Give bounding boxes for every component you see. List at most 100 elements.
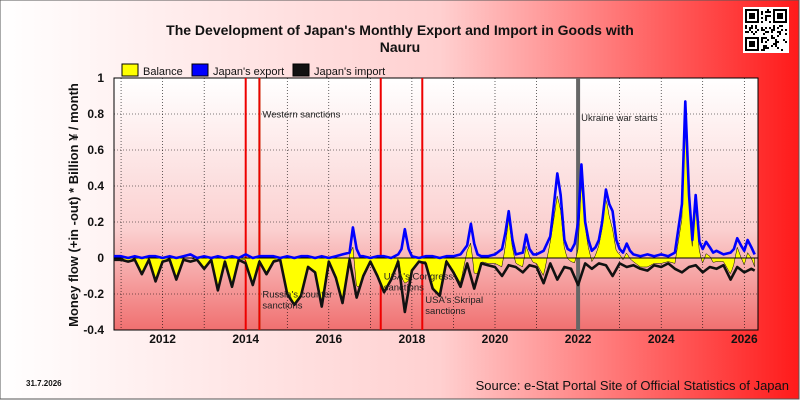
qr-module [765, 45, 767, 47]
qr-module [761, 27, 763, 29]
y-tick-label: 0.2 [87, 215, 104, 229]
qr-module [761, 17, 763, 19]
export-series-line [114, 100, 756, 260]
qr-module [771, 31, 773, 33]
qr-module [765, 27, 767, 29]
legend-swatch-export [191, 63, 209, 77]
qr-module [777, 35, 779, 37]
qr-module [785, 29, 787, 31]
x-tick-label: 2022 [565, 332, 592, 346]
qr-module [765, 11, 767, 13]
qr-module [761, 11, 763, 13]
y-tick-label: 0 [97, 251, 104, 265]
qr-module [767, 47, 769, 49]
qr-module [765, 17, 767, 19]
qr-module [747, 31, 749, 33]
x-tick-label: 2016 [315, 332, 342, 346]
qr-module [769, 27, 771, 29]
qr-module [761, 41, 763, 43]
legend-label-import: Japan's import [314, 66, 385, 78]
event-annotation: USA's Skripal sanctions [425, 295, 483, 317]
qr-module [763, 33, 765, 35]
y-tick-label: 1 [97, 71, 104, 85]
legend: Balance Japan's export Japan's import [121, 63, 385, 78]
qr-module [765, 31, 767, 33]
qr-module [777, 41, 779, 43]
qr-module [771, 37, 773, 39]
series-lines [114, 100, 758, 314]
qr-module [777, 31, 779, 33]
qr-module [761, 29, 763, 31]
chart-title-line-2: Nauru [380, 39, 420, 55]
qr-module [761, 49, 763, 51]
qr-finder-core [749, 41, 755, 47]
y-axis-ticks: -0.4 -0.2 0 0.2 0.4 0.6 0.8 1 [83, 71, 104, 337]
legend-swatch-balance [121, 63, 139, 77]
import-series-line [114, 258, 756, 314]
qr-module [777, 27, 779, 29]
event-annotation: Western sanctions [262, 110, 340, 121]
event-annotation: Russia's counter sanctions [262, 290, 332, 312]
source-text: Source: e-Stat Portal Site of Official S… [476, 378, 789, 393]
x-axis-ticks: 2012 2014 2016 2018 2020 2022 2024 2026 [149, 332, 758, 346]
y-tick-label: 0.8 [87, 107, 104, 121]
qr-module [781, 29, 783, 31]
qr-module [775, 43, 777, 45]
qr-module [769, 11, 771, 13]
qr-module [767, 11, 769, 13]
qr-module [763, 47, 765, 49]
qr-module [785, 33, 787, 35]
qr-module [767, 9, 769, 11]
qr-module [745, 25, 747, 27]
qr-module [777, 47, 779, 49]
qr-module [765, 37, 767, 39]
qr-module [763, 37, 765, 39]
event-annotations: Western sanctions Russia's counter sanctio… [262, 110, 657, 317]
qr-module [755, 31, 757, 33]
qr-module [763, 45, 765, 47]
qr-module [767, 15, 769, 17]
qr-module [773, 37, 775, 39]
qr-module [775, 45, 777, 47]
qr-module [761, 21, 763, 23]
qr-module [767, 31, 769, 33]
x-tick-label: 2026 [731, 332, 758, 346]
event-annotation: USA's Congress sanctions [384, 272, 454, 294]
qr-module [781, 25, 783, 27]
qr-module [785, 41, 787, 43]
qr-code-icon [743, 7, 789, 53]
qr-module [763, 49, 765, 51]
qr-module [761, 37, 763, 39]
qr-module [751, 25, 753, 27]
qr-finder-core [749, 13, 755, 19]
qr-module [781, 49, 783, 51]
qr-module [779, 33, 781, 35]
qr-module [773, 29, 775, 31]
y-tick-label: -0.4 [83, 323, 104, 337]
qr-module [761, 39, 763, 41]
qr-module [775, 39, 777, 41]
legend-swatch-import [292, 63, 310, 77]
qr-module [767, 39, 769, 41]
qr-module [749, 27, 751, 29]
qr-module [753, 33, 755, 35]
x-tick-label: 2014 [232, 332, 259, 346]
legend-label-balance: Balance [143, 66, 183, 78]
qr-module [755, 25, 757, 27]
qr-module [783, 39, 785, 41]
qr-module [771, 29, 773, 31]
y-axis-label: Money flow (+in -out) * Billion ¥ / mont… [66, 83, 81, 327]
event-annotation: Ukraine war starts [581, 113, 658, 124]
chart-title-line-1: The Development of Japan's Monthly Expor… [166, 22, 634, 38]
qr-module [765, 15, 767, 17]
legend-label-export: Japan's export [213, 66, 284, 78]
qr-module [745, 27, 747, 29]
y-tick-label: -0.2 [83, 287, 104, 301]
qr-module [751, 27, 753, 29]
qr-module [773, 25, 775, 27]
qr-module [775, 41, 777, 43]
x-tick-label: 2018 [399, 332, 426, 346]
qr-module [773, 43, 775, 45]
